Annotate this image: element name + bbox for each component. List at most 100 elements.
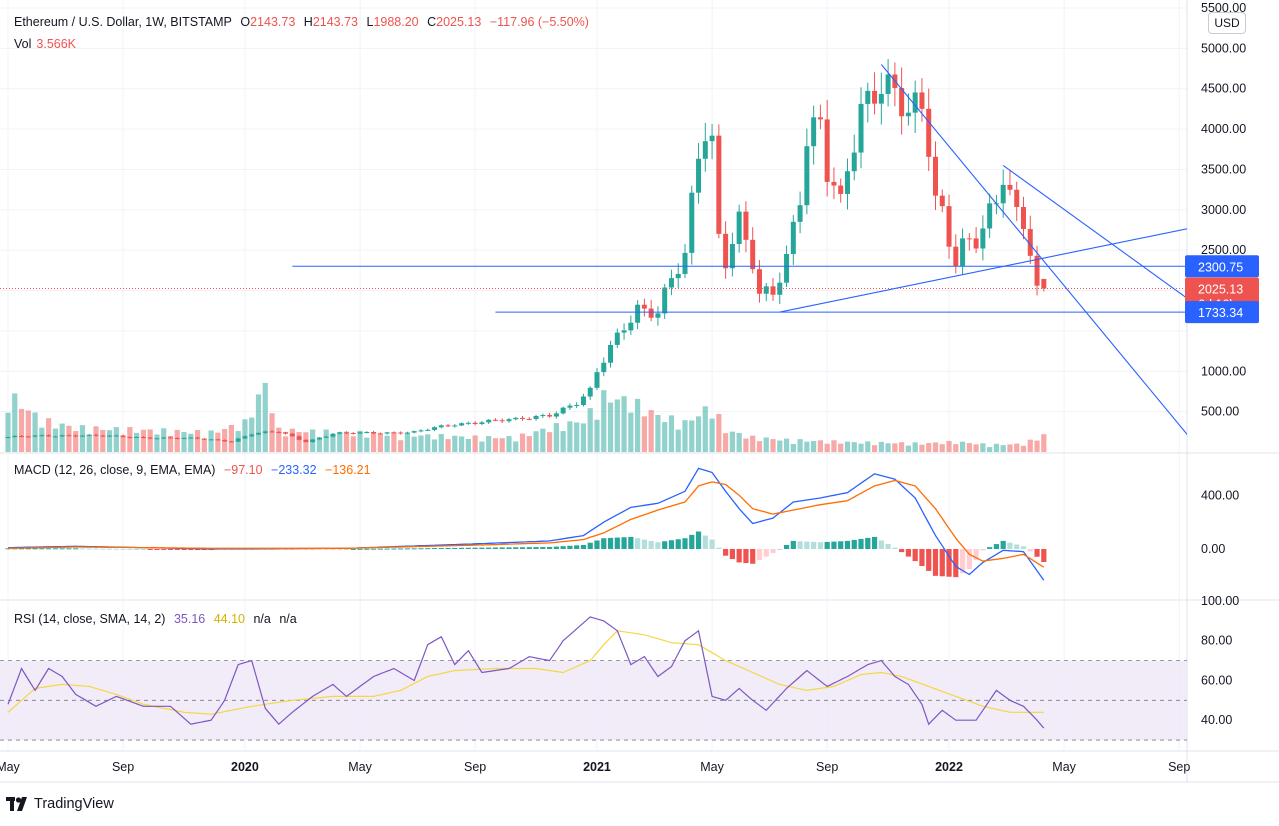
macd-histogram-bar [282, 548, 289, 550]
candle-body [1034, 255, 1040, 286]
macd-histogram-bar [249, 548, 255, 550]
macd-histogram-bar [18, 548, 25, 550]
candle-body [93, 434, 99, 436]
macd-histogram-bar [32, 548, 38, 550]
macd-histogram-bar [93, 548, 99, 550]
candle-body [655, 313, 661, 318]
macd-histogram-bar [987, 547, 993, 549]
candle-body [479, 422, 485, 425]
macd-histogram-bar [932, 548, 939, 576]
candle-body [418, 430, 424, 432]
candle-body [100, 435, 106, 437]
time-tick-label: May [700, 760, 724, 774]
candle-body [276, 432, 282, 434]
macd-histogram-bar [594, 540, 600, 549]
volume-bar [492, 438, 499, 452]
volume-bar [858, 443, 864, 452]
macd-pane [5, 467, 1047, 581]
candle-body [574, 404, 580, 406]
volume-bar [1027, 439, 1033, 452]
macd-histogram-bar [310, 548, 316, 550]
macd-histogram-bar [425, 548, 431, 550]
volume-bar [621, 396, 627, 452]
volume-bar [39, 427, 45, 452]
volume-bar [817, 440, 823, 452]
macd-tick-label: 0.00 [1201, 542, 1225, 556]
candle-body [364, 431, 370, 433]
candle-body [255, 432, 261, 435]
candle-body [350, 433, 356, 435]
candle-body [161, 437, 167, 439]
macd-histogram-bar [953, 548, 959, 578]
macd-hist-value: −97.10 [223, 463, 263, 477]
volume-bar [763, 437, 769, 452]
macd-histogram-bar [959, 548, 966, 574]
candle-body [371, 431, 377, 434]
candle-body [1007, 184, 1013, 190]
candle-body [851, 152, 857, 172]
rsi-ma-value: 44.10 [213, 612, 245, 626]
macd-histogram-bar [255, 548, 262, 550]
volume-bar [716, 414, 722, 452]
macd-histogram-bar [242, 548, 248, 550]
candle-body [134, 436, 140, 438]
grid-lines [0, 0, 1187, 750]
macd-histogram-bar [1027, 548, 1033, 552]
volume-bar [425, 434, 431, 452]
volume-bar [899, 442, 905, 452]
volume-bar [59, 423, 65, 452]
candle-body [594, 372, 600, 388]
macd-histogram-bar [621, 537, 627, 549]
volume-bar [1000, 445, 1006, 452]
macd-histogram-bar [188, 548, 194, 550]
volume-bar [655, 415, 661, 452]
macd-histogram-bar [675, 539, 681, 549]
macd-histogram-bar [316, 548, 323, 550]
time-tick-label: 2020 [231, 760, 259, 774]
candle-body [966, 238, 972, 240]
candle-body [147, 437, 153, 439]
volume-bar [161, 428, 167, 452]
price-tick-label: 5000.00 [1201, 41, 1246, 55]
rsi-tick-label: 40.00 [1201, 713, 1232, 727]
candle-body [723, 233, 729, 269]
volume-bar [743, 438, 749, 452]
volume-bar [506, 436, 512, 452]
candle-body [472, 422, 478, 425]
candle-body [86, 434, 92, 436]
candle-body [12, 435, 18, 438]
macd-histogram-bar [154, 548, 160, 550]
macd-histogram-bar [418, 548, 424, 550]
volume-bar [614, 399, 620, 452]
candle-body [188, 437, 194, 439]
macd-histogram-bar [635, 538, 641, 549]
macd-histogram-bar [100, 548, 106, 550]
candle-body [459, 423, 465, 426]
macd-histogram-bar [167, 548, 174, 550]
volume-bar [330, 434, 336, 452]
candle-body [303, 439, 309, 443]
volume-bar [729, 431, 735, 452]
ohlc-open: O2143.73 [240, 15, 296, 29]
volume-bar [398, 440, 404, 452]
volume-bar [926, 443, 932, 452]
volume-bar [181, 431, 187, 452]
time-tick-label: Sep [816, 760, 838, 774]
currency-button[interactable]: USD [1208, 12, 1246, 34]
volume-bar [1034, 440, 1040, 452]
tradingview-logo[interactable]: TradingView [6, 796, 114, 812]
candle-body [323, 436, 329, 438]
volume-bar [194, 429, 201, 452]
macd-histogram-bar [337, 548, 343, 550]
macd-histogram-bar [1020, 546, 1027, 549]
time-tick-label: Sep [464, 760, 486, 774]
rsi-na-1: n/a [253, 612, 271, 626]
volume-bar [404, 432, 411, 452]
macd-histogram-bar [486, 547, 492, 549]
macd-histogram-bar [296, 548, 302, 550]
volume-bar [662, 422, 668, 452]
macd-histogram-bar [1000, 540, 1006, 549]
candle-body [452, 425, 458, 427]
volume-bar [844, 441, 851, 452]
